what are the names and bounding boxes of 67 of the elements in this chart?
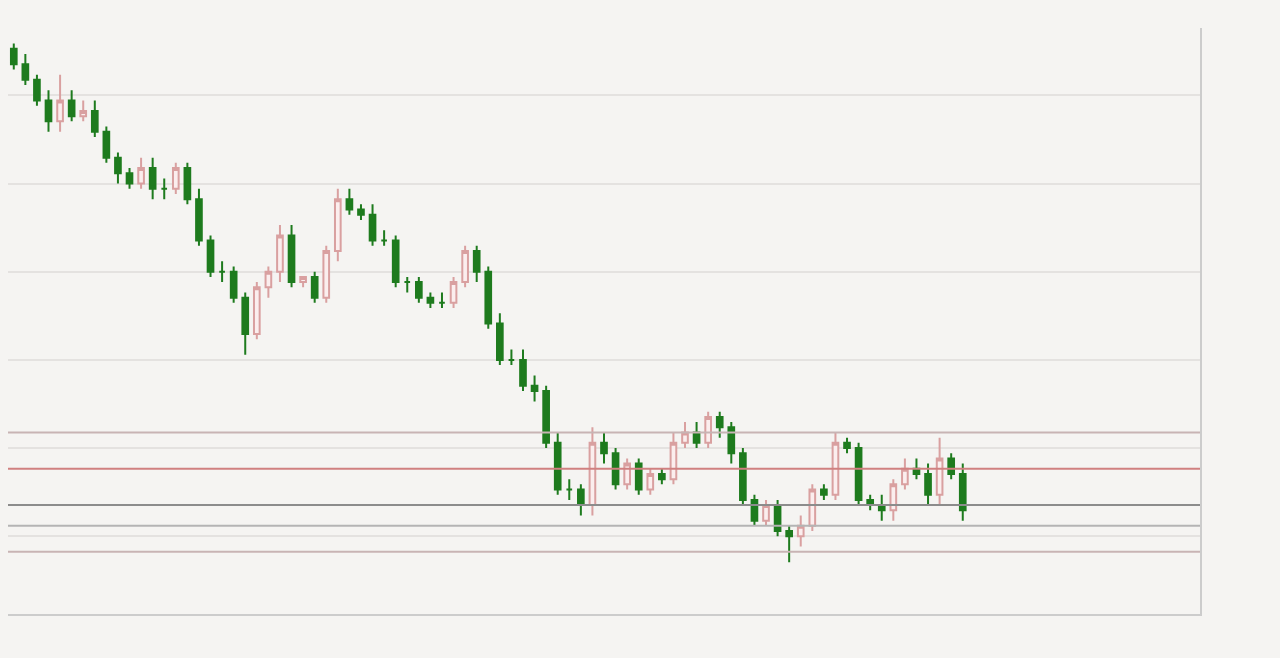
candlestick bbox=[820, 483, 828, 501]
candlestick bbox=[403, 275, 412, 294]
candlestick bbox=[577, 483, 585, 517]
candlestick bbox=[380, 229, 388, 247]
candlestick bbox=[310, 270, 319, 304]
candlestick bbox=[90, 99, 99, 138]
candlestick bbox=[449, 275, 458, 310]
candlestick bbox=[137, 156, 145, 190]
candlestick bbox=[299, 275, 307, 289]
candlestick bbox=[333, 187, 342, 263]
candlestick bbox=[183, 161, 192, 206]
candlestick bbox=[114, 151, 122, 185]
candlestick bbox=[391, 234, 400, 289]
candlestick bbox=[79, 99, 88, 123]
candlestick bbox=[44, 89, 53, 133]
candlestick bbox=[218, 260, 226, 284]
candlestick bbox=[947, 452, 956, 481]
candlestick bbox=[322, 244, 331, 304]
candlestick bbox=[796, 514, 805, 548]
candlestick bbox=[623, 457, 631, 491]
candlestick bbox=[565, 478, 574, 501]
candlestick bbox=[704, 410, 712, 450]
candlestick bbox=[843, 436, 851, 455]
candlestick bbox=[935, 436, 944, 507]
candlestick bbox=[56, 73, 64, 133]
candlestick bbox=[762, 498, 770, 527]
candlestick bbox=[519, 348, 527, 392]
candlestick bbox=[426, 291, 435, 310]
candlestick bbox=[877, 493, 886, 522]
candlestick bbox=[461, 244, 469, 289]
candlestick bbox=[21, 52, 30, 87]
candlestick bbox=[739, 447, 747, 507]
candlestick bbox=[438, 291, 446, 310]
candlestick bbox=[345, 187, 354, 216]
candlestick bbox=[530, 374, 539, 403]
candlestick bbox=[264, 265, 273, 299]
candlestick bbox=[252, 281, 261, 341]
candlestick bbox=[148, 156, 157, 201]
candlestick bbox=[287, 224, 296, 289]
candlestick bbox=[9, 42, 18, 71]
candlestick bbox=[206, 234, 215, 278]
candlestick bbox=[507, 348, 516, 367]
candlestick bbox=[958, 462, 967, 522]
candlestick bbox=[102, 125, 111, 164]
candlestick bbox=[368, 203, 377, 247]
candlestick bbox=[357, 203, 365, 221]
candlestick bbox=[125, 167, 134, 190]
candlestick bbox=[831, 431, 840, 501]
candlestick bbox=[67, 89, 76, 123]
candlestick bbox=[553, 431, 562, 496]
candlestick bbox=[646, 467, 655, 496]
candlestick bbox=[785, 524, 793, 564]
candlestick bbox=[496, 312, 504, 367]
candlestick bbox=[415, 275, 423, 304]
candlestick bbox=[658, 467, 666, 486]
candlestick bbox=[634, 457, 643, 496]
candlestick bbox=[924, 462, 932, 507]
candlestick bbox=[542, 384, 550, 450]
candlestick bbox=[33, 73, 41, 107]
candlestick bbox=[276, 224, 284, 284]
candlestick bbox=[195, 187, 203, 247]
candlestick bbox=[889, 478, 898, 522]
candlestick bbox=[901, 457, 909, 491]
candlestick bbox=[160, 177, 169, 201]
candlestick bbox=[171, 161, 180, 195]
candlestick bbox=[600, 431, 608, 465]
candlestick bbox=[808, 483, 817, 533]
